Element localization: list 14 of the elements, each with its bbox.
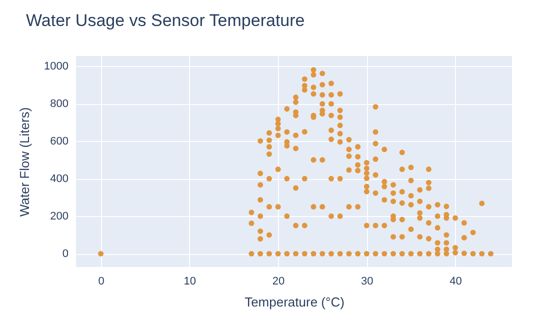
y-axis-title: Water Flow (Liters) (17, 107, 32, 217)
x-tick-label: 10 (184, 276, 196, 288)
x-axis-title: Temperature (°C) (244, 294, 344, 310)
x-tick-label: 30 (361, 276, 374, 288)
y-tick-label: 400 (50, 173, 68, 186)
y-tick-label: 0 (62, 248, 68, 260)
x-tick-label: 0 (98, 276, 104, 288)
y-tick-label: 600 (50, 136, 68, 148)
x-tick-label: 40 (450, 276, 462, 288)
y-tick-label: 1000 (44, 60, 68, 73)
y-tick-label: 200 (50, 210, 68, 223)
x-tick-label: 20 (272, 276, 285, 288)
y-tick-label: 800 (50, 98, 68, 110)
chart-title: Water Usage vs Sensor Temperature (26, 11, 305, 30)
